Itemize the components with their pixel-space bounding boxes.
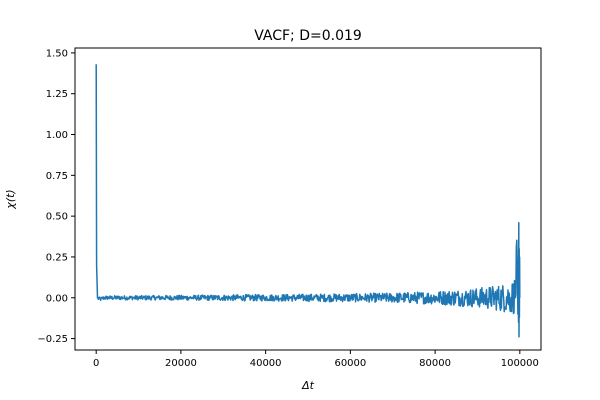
- y-tick-label: 0.25: [46, 252, 68, 263]
- x-tick-label: 20000: [165, 358, 197, 369]
- plot-layer: [95, 64, 521, 338]
- x-tick-label: 80000: [419, 358, 451, 369]
- y-tick-label: 0.75: [46, 171, 68, 182]
- x-axis-ticks: 0 20000 40000 60000 80000 100000: [93, 350, 539, 369]
- y-tick-label: 0.00: [46, 293, 68, 304]
- x-tick-label: 0: [93, 358, 99, 369]
- y-tick-label: 1.50: [46, 48, 68, 59]
- plot-frame: [74, 47, 542, 351]
- x-tick-label: 100000: [501, 358, 539, 369]
- vacf-series-line: [95, 64, 521, 338]
- x-tick-label: 60000: [334, 358, 366, 369]
- y-tick-label: −0.25: [37, 334, 68, 345]
- x-axis-label: Δt: [301, 379, 315, 392]
- y-axis-ticks: −0.25 0.00 0.25 0.50 0.75 1.00 1.25 1.50: [37, 48, 75, 345]
- y-axis-label: χ(t): [4, 189, 17, 209]
- y-tick-label: 1.25: [46, 89, 68, 100]
- x-tick-label: 40000: [250, 358, 282, 369]
- y-tick-label: 1.00: [46, 130, 68, 141]
- y-tick-label: 0.50: [46, 212, 68, 223]
- chart-title: VACF; D=0.019: [254, 28, 362, 44]
